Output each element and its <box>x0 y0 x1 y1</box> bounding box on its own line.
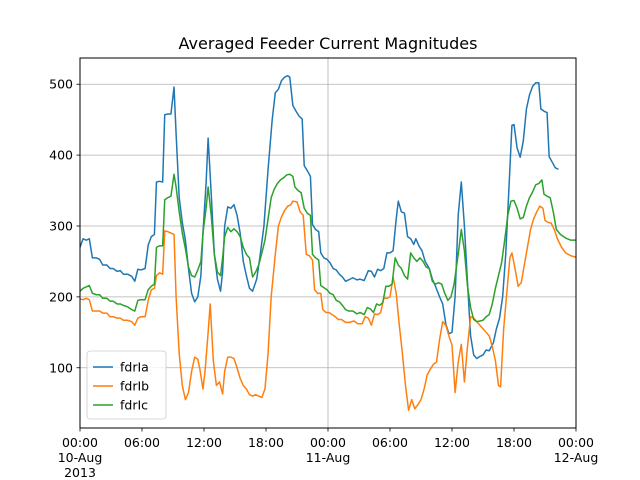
y-tick-label: 500 <box>49 77 73 92</box>
x-tick-label: 00:00 <box>310 435 346 450</box>
chart-title: Averaged Feeder Current Magnitudes <box>179 34 478 53</box>
x-tick-label: 00:00 <box>62 435 98 450</box>
x-tick-label: 10-Aug <box>58 450 103 465</box>
y-tick-label: 400 <box>49 148 73 163</box>
legend-label-fdrIa: fdrIa <box>120 360 149 375</box>
x-tick-label: 18:00 <box>496 435 532 450</box>
y-tick-label: 200 <box>49 289 73 304</box>
x-tick-label: 11-Aug <box>306 450 351 465</box>
y-tick-label: 100 <box>49 360 73 375</box>
y-axis: 100 200 300 400 500 <box>49 77 80 376</box>
x-tick-label: 00:00 <box>558 435 594 450</box>
x-tick-label: 12-Aug <box>554 450 599 465</box>
x-tick-label: 06:00 <box>372 435 408 450</box>
x-tick-label: 06:00 <box>124 435 160 450</box>
legend: fdrIa fdrIb fdrIc <box>87 351 166 419</box>
x-tick-label: 12:00 <box>186 435 222 450</box>
y-tick-label: 300 <box>49 218 73 233</box>
x-tick-label: 2013 <box>64 465 96 480</box>
x-tick-label: 12:00 <box>434 435 470 450</box>
legend-label-fdrIc: fdrIc <box>120 398 148 413</box>
x-tick-label: 18:00 <box>248 435 284 450</box>
legend-label-fdrIb: fdrIb <box>120 379 149 394</box>
